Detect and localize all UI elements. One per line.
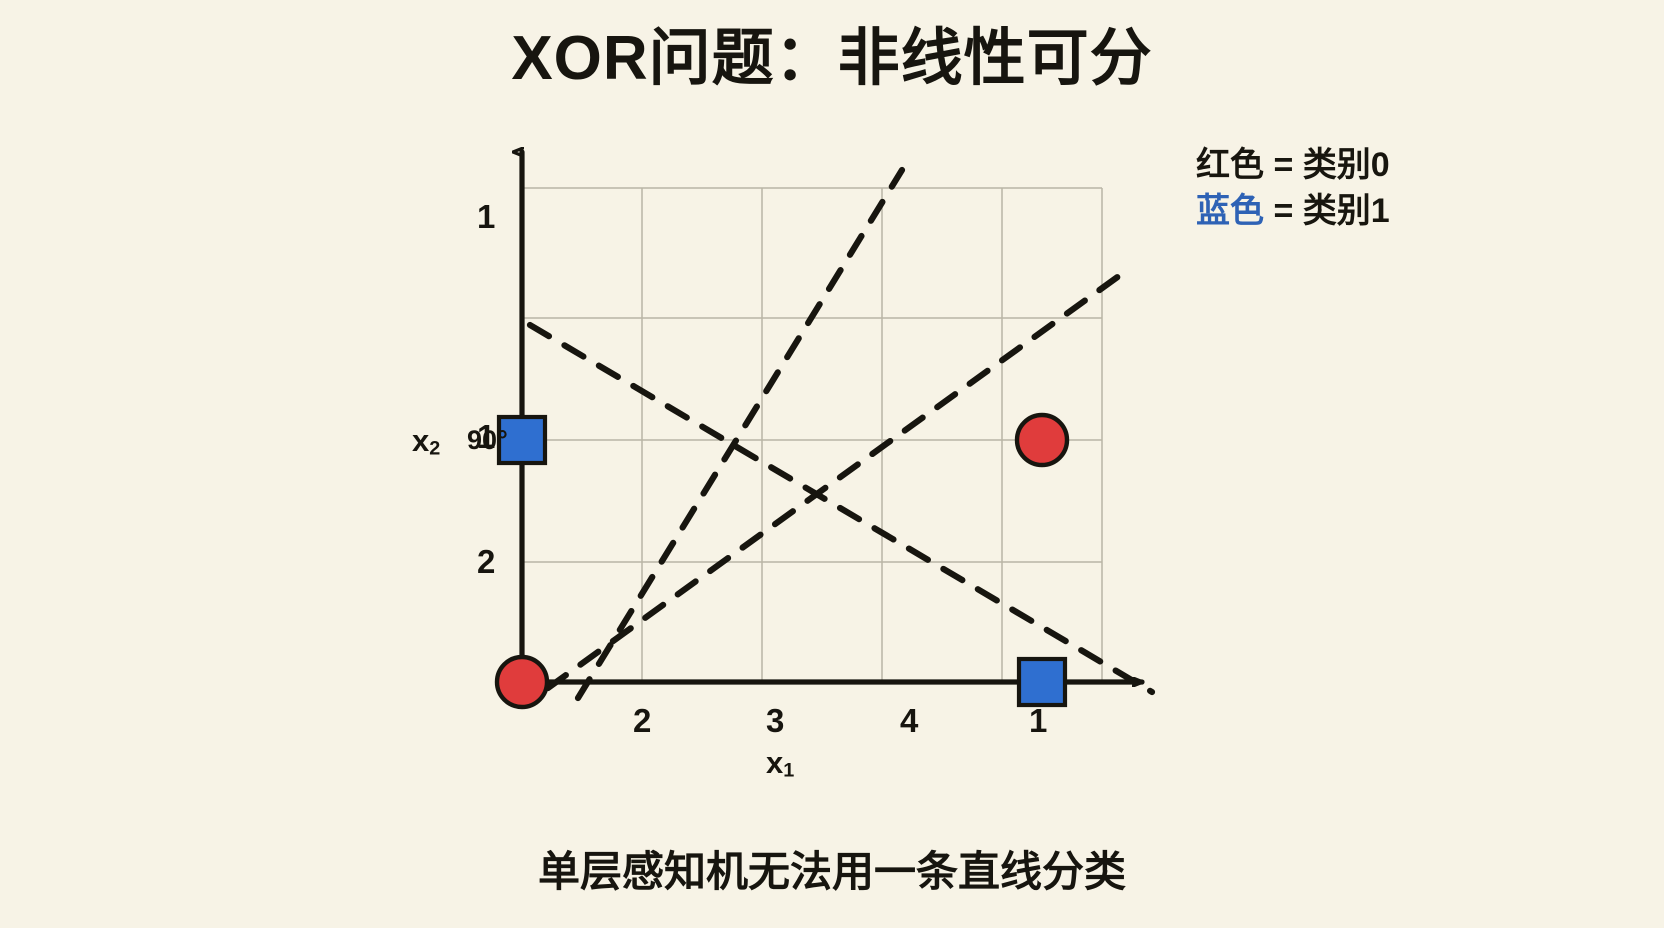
legend-color-name-blue: 蓝色	[1196, 191, 1264, 230]
x-axis-title-subscript: 1	[783, 759, 795, 782]
y-axis-title-text: x	[412, 423, 430, 458]
data-point-class0-bottom-left[interactable]	[494, 654, 550, 710]
legend-item-class0: 红色 = 类别0	[1196, 143, 1496, 189]
legend-equals-1: =	[1264, 191, 1303, 230]
data-point-class0-top-right[interactable]	[1014, 412, 1070, 468]
plot-svg	[494, 120, 1156, 710]
x-tick-1: 1	[1029, 702, 1048, 739]
y-tick-top: 1	[477, 198, 496, 235]
x-tick-3: 3	[766, 702, 785, 739]
attempt-line-1	[526, 321, 1156, 696]
attempt-line-3	[544, 264, 1134, 692]
y-axis-title-subscript: 2	[429, 437, 441, 460]
x-axis-title-text: x	[766, 745, 784, 780]
decision-boundary-attempts	[526, 166, 1156, 702]
y-tick-one: 1	[477, 418, 496, 455]
y-axis-title: x2	[412, 423, 440, 461]
legend-equals-0: =	[1264, 146, 1303, 184]
data-point-class1-bottom-right[interactable]	[1016, 656, 1068, 708]
attempt-line-2	[574, 166, 906, 702]
legend-class-label-1: 类别1	[1302, 191, 1390, 230]
legend-item-class1: 蓝色 = 类别1	[1196, 189, 1496, 235]
y-tick-two: 2	[477, 543, 496, 580]
right-angle-note: 90°	[467, 425, 508, 455]
data-points	[494, 412, 1070, 710]
x-axis-title: x1	[766, 745, 794, 783]
data-point-class1-top-left[interactable]	[496, 414, 548, 466]
legend-color-name-red: 红色	[1196, 146, 1264, 184]
legend-class-label-0: 类别0	[1302, 146, 1390, 184]
figure-title: XOR问题：非线性可分	[511, 24, 1153, 93]
legend: 红色 = 类别0 蓝色 = 类别1	[1196, 143, 1496, 234]
xor-scatter-plot: 1 1 2 2 3 4 1 x2 90° x1	[412, 120, 1190, 782]
figure-caption: 单层感知机无法用一条直线分类	[537, 848, 1126, 895]
x-tick-2: 2	[633, 702, 652, 739]
x-tick-4: 4	[900, 702, 919, 739]
